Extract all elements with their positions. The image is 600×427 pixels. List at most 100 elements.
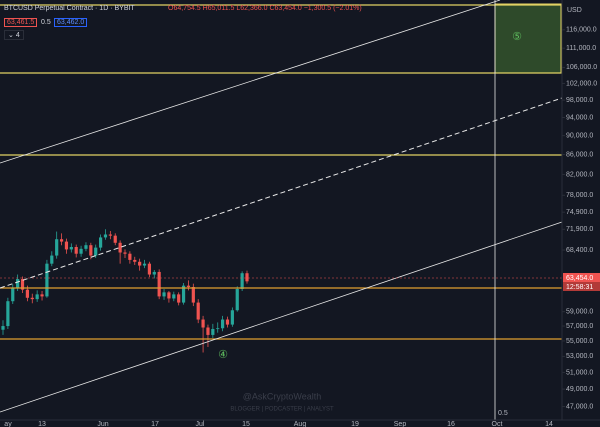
y-tick-label: 68,400.0: [566, 247, 593, 254]
candle-body: [74, 247, 78, 254]
candle-body: [157, 271, 161, 297]
ratio-label: 0.5: [498, 410, 508, 417]
candle-body: [30, 297, 34, 300]
candle-body: [201, 319, 205, 328]
candle-body: [35, 294, 39, 300]
x-tick-label: Jun: [97, 421, 108, 427]
candle-body: [123, 252, 127, 254]
x-tick-label: Sep: [394, 421, 407, 427]
y-tick-label: 98,000.0: [566, 97, 593, 104]
candle-body: [211, 328, 215, 335]
candle-body: [108, 234, 112, 236]
sell-price[interactable]: 63,461.5: [4, 18, 38, 27]
candle-body: [245, 273, 249, 282]
indicator-toggle[interactable]: ⌄ 4: [4, 30, 24, 40]
candle-body: [177, 294, 181, 303]
symbol: BTCUSD Perpetual Contract · 1D · BYBIT: [4, 5, 135, 12]
wave-label: ④: [218, 349, 228, 361]
y-tick-label: 82,000.0: [566, 171, 593, 178]
currency: USD: [567, 7, 582, 14]
candle-body: [20, 279, 25, 290]
wave-label: ⑤: [512, 31, 522, 43]
candle-body: [206, 327, 210, 335]
candle-body: [167, 292, 171, 299]
y-tick-label: 51,000.0: [566, 369, 593, 376]
candle-body: [162, 292, 166, 297]
y-tick-label: 74,900.0: [566, 209, 593, 216]
candle-body: [138, 261, 142, 266]
candle-body: [230, 310, 234, 325]
y-tick-label: 57,000.0: [566, 323, 593, 330]
candle-body: [172, 294, 176, 299]
candle-body: [94, 247, 98, 256]
y-tick-label: 116,000.0: [566, 27, 597, 34]
candle-body: [6, 301, 10, 327]
candle-body: [147, 263, 151, 275]
candle-body: [69, 247, 73, 250]
y-tick-label: 49,000.0: [566, 386, 593, 393]
x-tick-label: 13: [38, 421, 46, 427]
candle-body: [128, 253, 132, 260]
countdown: 12:58:31: [566, 284, 593, 291]
y-tick-label: 106,000.0: [566, 64, 597, 71]
x-tick-label: 16: [447, 421, 455, 427]
candle-body: [1, 326, 5, 330]
candle-body: [152, 271, 156, 275]
ohlc: O64,754.5 H65,011.5 L62,366.0 C63,454.0 …: [168, 5, 362, 12]
y-tick-label: 55,000.0: [566, 338, 593, 345]
spread: 0.5: [41, 19, 51, 26]
candle-body: [225, 319, 230, 325]
candle-body: [221, 319, 225, 329]
y-tick-label: 111,000.0: [566, 45, 596, 52]
x-tick-label: 19: [351, 421, 359, 427]
x-tick-label: 14: [545, 421, 553, 427]
channel-mid: [0, 97, 563, 289]
candle-body: [64, 241, 69, 250]
candle-body: [186, 285, 191, 287]
candle-body: [16, 279, 20, 288]
candle-body: [196, 302, 200, 320]
price-tag: [563, 273, 600, 282]
candle-body: [133, 259, 137, 262]
y-tick-label: 53,000.0: [566, 353, 593, 360]
candle-body: [99, 237, 103, 248]
candle-body: [181, 285, 186, 303]
y-tick-label: 78,000.0: [566, 192, 593, 199]
buy-price[interactable]: 63,462.0: [54, 18, 88, 27]
price-axis: [562, 0, 600, 427]
candle-body: [142, 263, 147, 266]
candle-body: [235, 288, 239, 311]
y-tick-label: 102,000.0: [566, 80, 597, 87]
y-tick-label: 90,000.0: [566, 132, 593, 139]
watermark: @AskCryptoWealth: [243, 391, 322, 401]
y-tick-label: 86,000.0: [566, 151, 593, 158]
candle-body: [84, 245, 88, 249]
x-tick-label: Oct: [492, 421, 503, 427]
x-tick-label: 17: [151, 421, 159, 427]
indicator-count: 4: [15, 32, 20, 39]
candle-body: [11, 287, 15, 302]
candle-body: [89, 245, 93, 256]
x-tick-label: Aug: [294, 421, 307, 427]
target-box: [494, 3, 562, 74]
candle-body: [191, 286, 195, 303]
candle-body: [79, 248, 83, 254]
candle-body: [59, 239, 64, 242]
x-tick-label: 15: [242, 421, 250, 427]
candle-body: [25, 289, 29, 298]
candle-body: [55, 239, 59, 256]
countdown-tag: [563, 282, 600, 291]
channel-line: [0, 221, 563, 413]
y-tick-label: 47,000.0: [566, 403, 593, 410]
watermark-tagline: BLOGGER | PODCASTER | ANALYST: [230, 407, 334, 413]
candle-body: [113, 235, 117, 243]
candle-body: [50, 255, 54, 264]
x-tick-label: ay: [4, 421, 12, 427]
y-tick-label: 71,900.0: [566, 226, 593, 233]
candle-body: [216, 328, 220, 330]
candle-body: [118, 242, 122, 253]
candle-body: [40, 294, 44, 297]
y-tick-label: 94,000.0: [566, 114, 593, 121]
channel-line: [0, 0, 501, 164]
